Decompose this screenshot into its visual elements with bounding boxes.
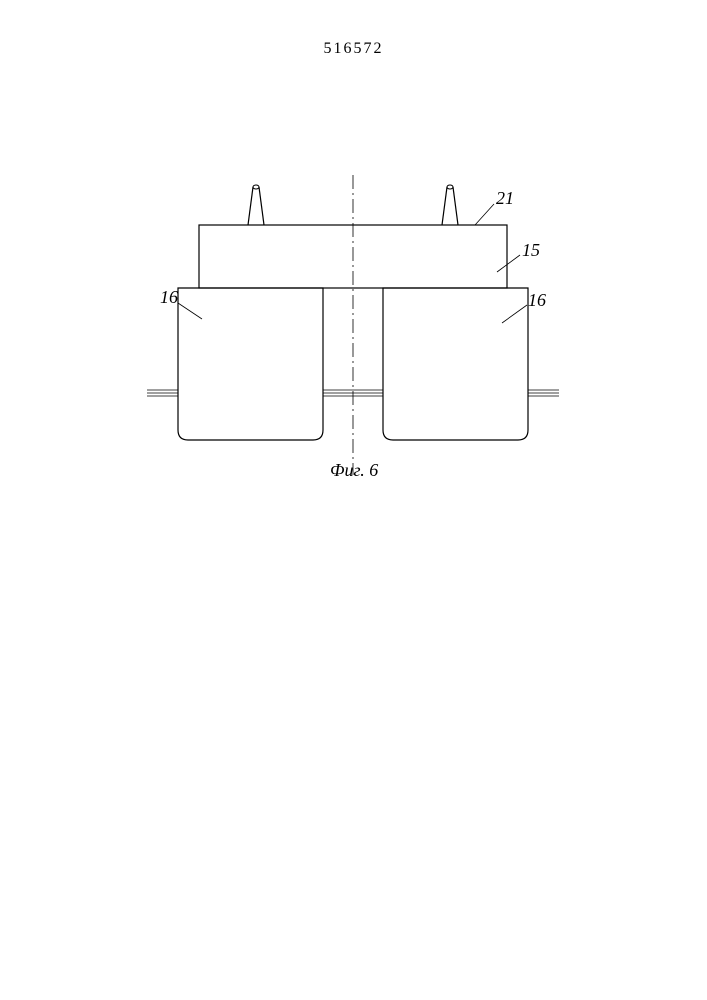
figure-label: Фиг. 6 xyxy=(330,460,378,481)
technical-drawing xyxy=(0,0,707,1000)
leader-16-right xyxy=(502,305,527,323)
ref-16-right: 16 xyxy=(528,290,546,311)
leader-16-left xyxy=(178,303,202,319)
left-funnel xyxy=(248,185,264,225)
leader-15 xyxy=(497,255,520,272)
leader-21 xyxy=(475,204,494,225)
right-funnel xyxy=(442,185,458,225)
right-hull xyxy=(383,288,528,440)
left-hull xyxy=(178,288,323,440)
ref-21: 21 xyxy=(496,188,514,209)
ref-16-left: 16 xyxy=(160,287,178,308)
ref-15: 15 xyxy=(522,240,540,261)
